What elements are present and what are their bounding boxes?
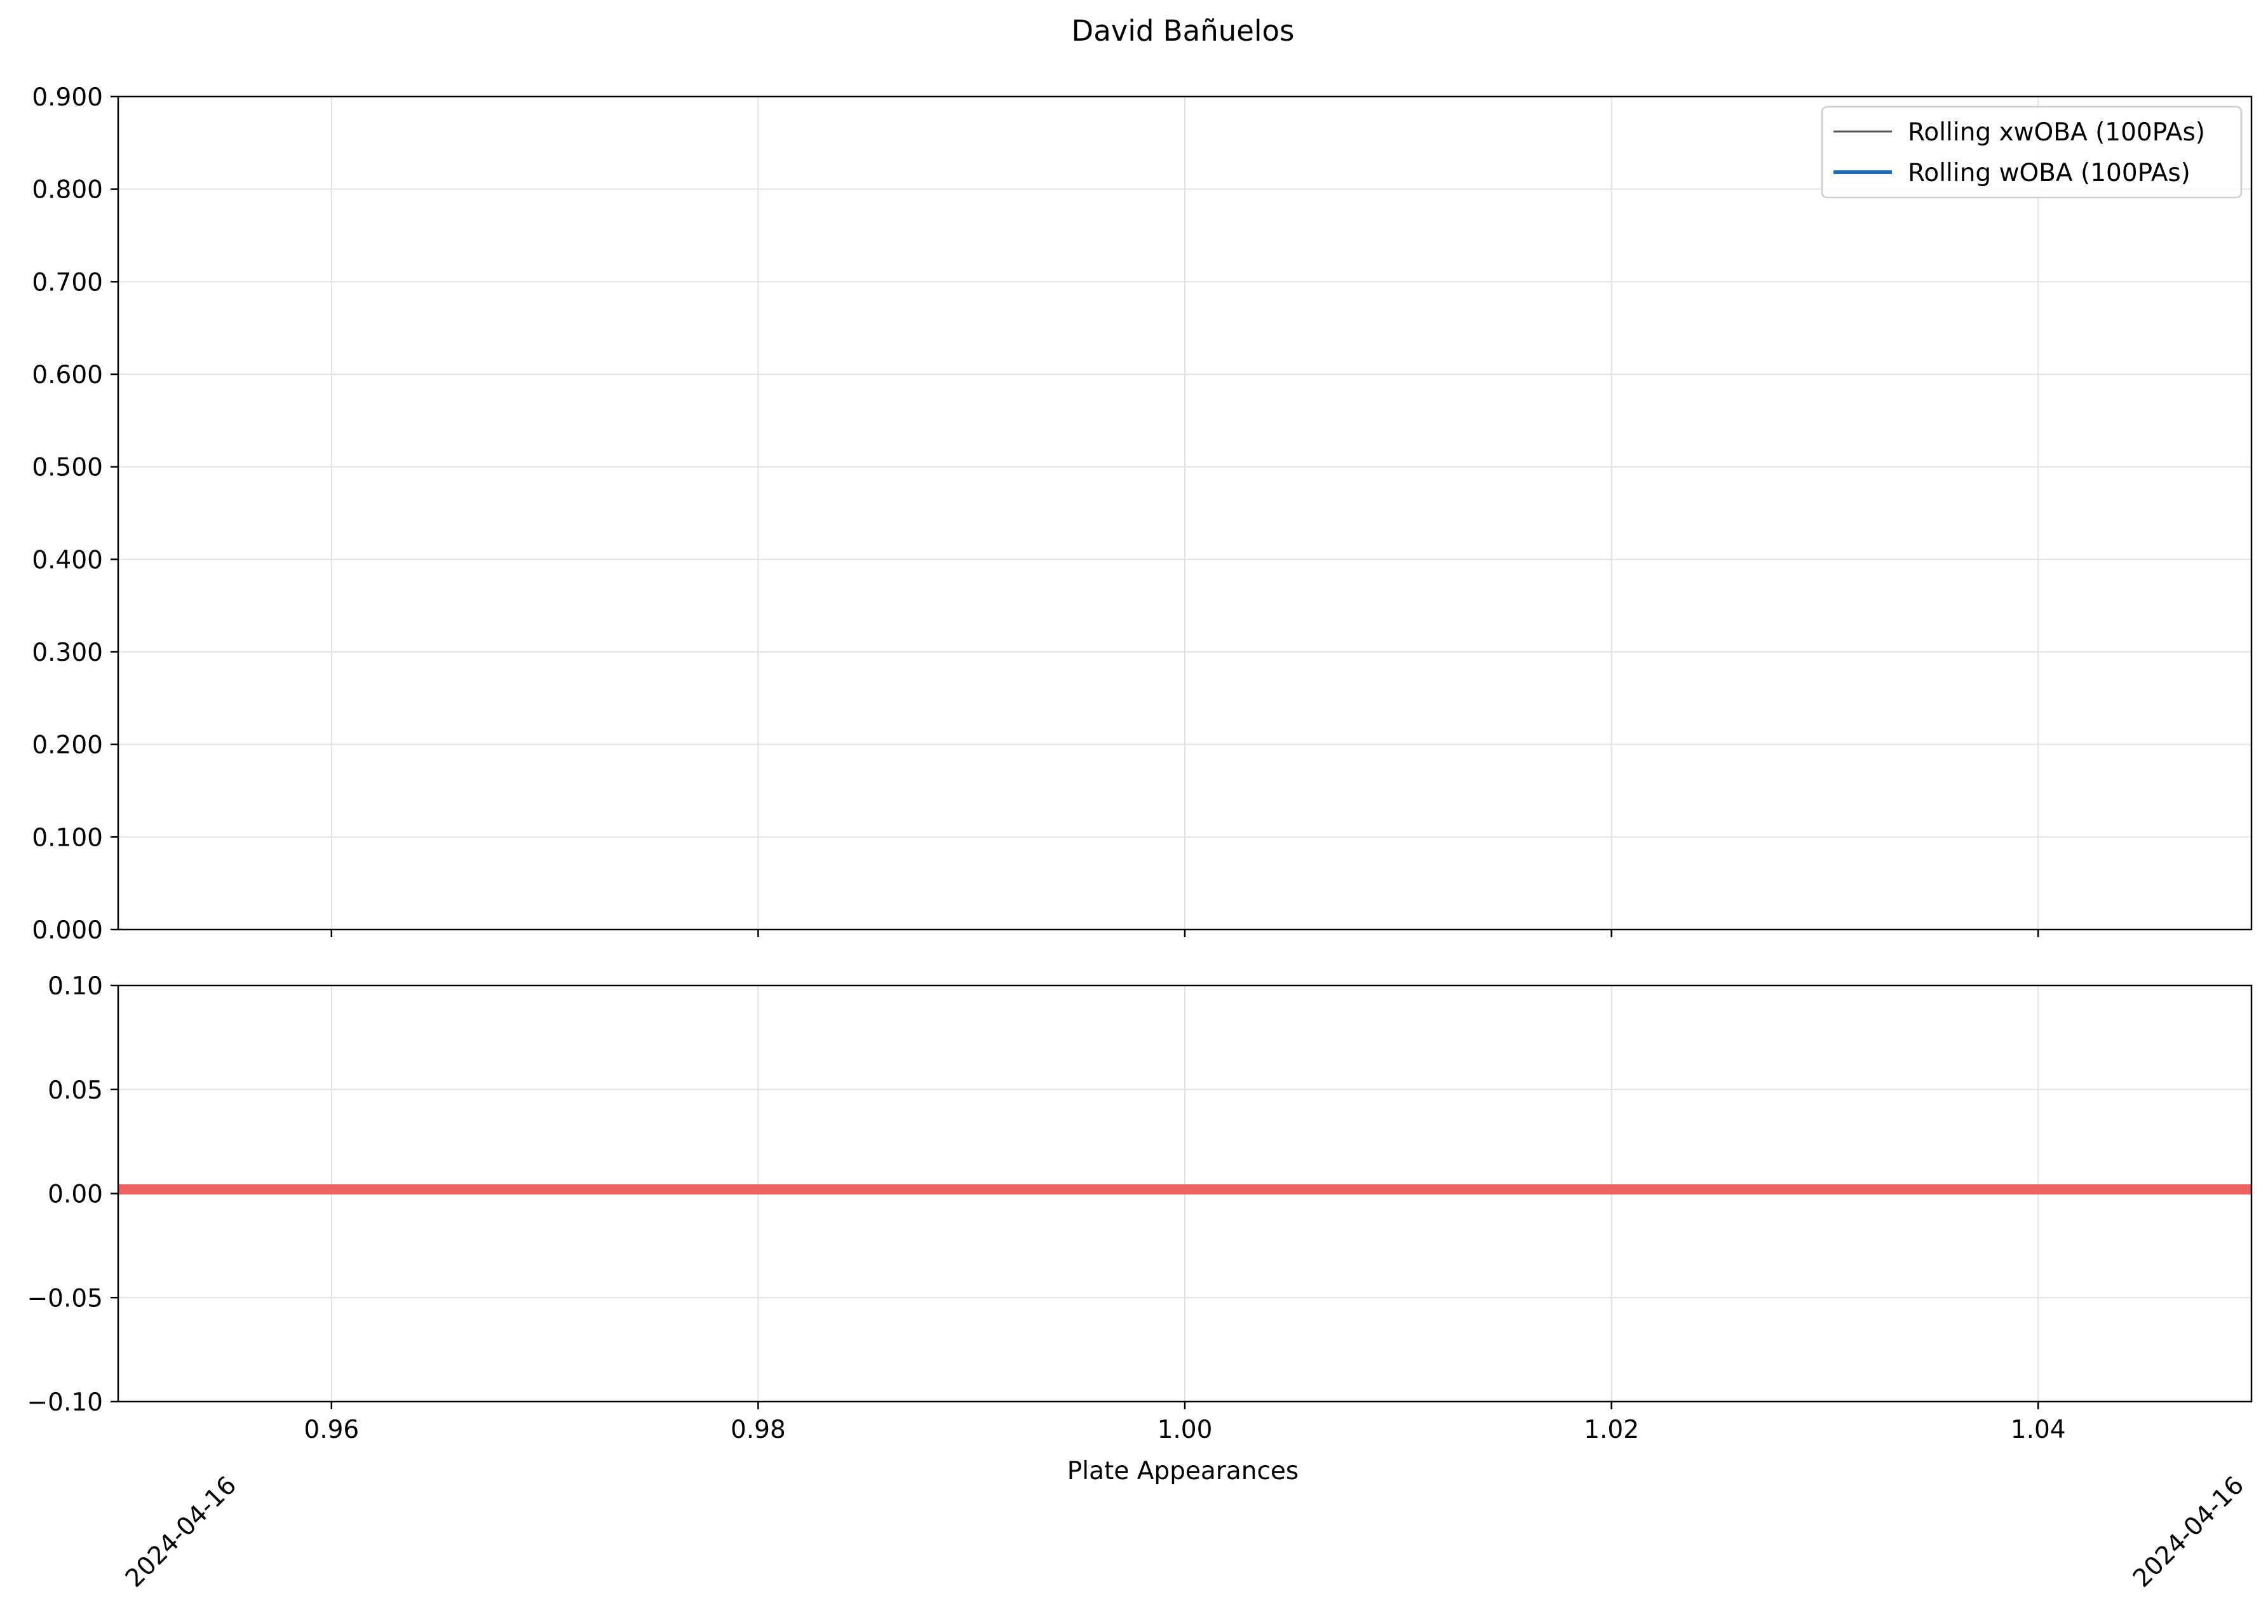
- top-y-tick-label: 0.200: [32, 731, 103, 760]
- x-tick-label: 1.04: [2011, 1416, 2066, 1444]
- bottom-y-tick-label: 0.10: [48, 972, 103, 1001]
- top-y-tick-label: 0.700: [32, 268, 103, 297]
- legend-box: [1821, 105, 2243, 199]
- x-tick-label: 0.98: [731, 1416, 786, 1444]
- x-tick-label: 1.02: [1584, 1416, 1639, 1444]
- bottom-y-tick-label: −0.05: [27, 1284, 103, 1313]
- top-y-tick-label: 0.800: [32, 176, 103, 205]
- x-tick-label: 1.00: [1158, 1416, 1213, 1444]
- bottom-y-tick-label: 0.05: [48, 1076, 103, 1105]
- top-y-tick-label: 0.300: [32, 639, 103, 667]
- legend-label: Rolling xwOBA (100PAs): [1908, 118, 2205, 147]
- top-y-tick-label: 0.000: [32, 916, 103, 945]
- top-y-tick-label: 0.600: [32, 361, 103, 389]
- top-y-tick-label: 0.900: [32, 83, 103, 112]
- x-tick-label: 0.96: [304, 1416, 359, 1444]
- x-axis-label: Plate Appearances: [1067, 1457, 1299, 1485]
- legend-label: Rolling wOBA (100PAs): [1908, 159, 2190, 187]
- chart-title: David Bañuelos: [1072, 14, 1295, 48]
- top-y-tick-label: 0.100: [32, 823, 103, 852]
- bottom-y-tick-label: 0.00: [48, 1181, 103, 1209]
- bottom-y-tick-label: −0.10: [27, 1388, 103, 1417]
- top-y-tick-label: 0.500: [32, 454, 103, 482]
- top-y-tick-label: 0.400: [32, 546, 103, 574]
